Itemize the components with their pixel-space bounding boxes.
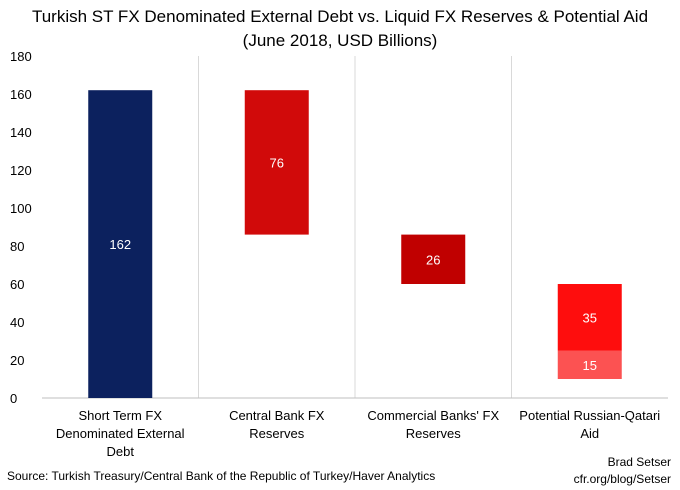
x-category-label: Debt [107,444,135,459]
y-tick-label: 160 [10,87,32,102]
y-tick-label: 120 [10,163,32,178]
bar-value-label: 26 [426,252,440,267]
chart-subtitle: (June 2018, USD Billions) [242,31,438,50]
chart-title: Turkish ST FX Denominated External Debt … [31,7,649,26]
y-tick-label: 80 [10,239,24,254]
x-category-label: Reserves [406,426,461,441]
bar [244,90,309,235]
bar [557,284,622,351]
source-note: Source: Turkish Treasury/Central Bank of… [7,469,436,483]
author-url: cfr.org/blog/Setser [573,472,671,486]
x-category-label: Potential Russian-Qatari [519,408,660,423]
y-tick-label: 0 [10,391,17,406]
bar [401,234,466,284]
x-category-label: Aid [580,426,599,441]
x-category-label: Denominated External [56,426,185,441]
x-category-label: Reserves [249,426,304,441]
x-category-label: Central Bank FX [229,408,325,423]
bar-value-label: 76 [270,155,284,170]
bar-value-label: 162 [109,237,131,252]
y-tick-label: 60 [10,277,24,292]
x-category-label: Short Term FX [78,408,162,423]
y-tick-label: 20 [10,353,24,368]
y-tick-label: 180 [10,49,32,64]
bar-value-label: 15 [583,358,597,373]
author-credit: Brad Setser [607,455,671,469]
bar-value-label: 35 [583,310,597,325]
y-tick-label: 140 [10,125,32,140]
y-tick-label: 40 [10,315,24,330]
bar [88,90,153,398]
y-tick-label: 100 [10,201,32,216]
x-category-label: Commercial Banks' FX [367,408,499,423]
bar [557,350,622,379]
